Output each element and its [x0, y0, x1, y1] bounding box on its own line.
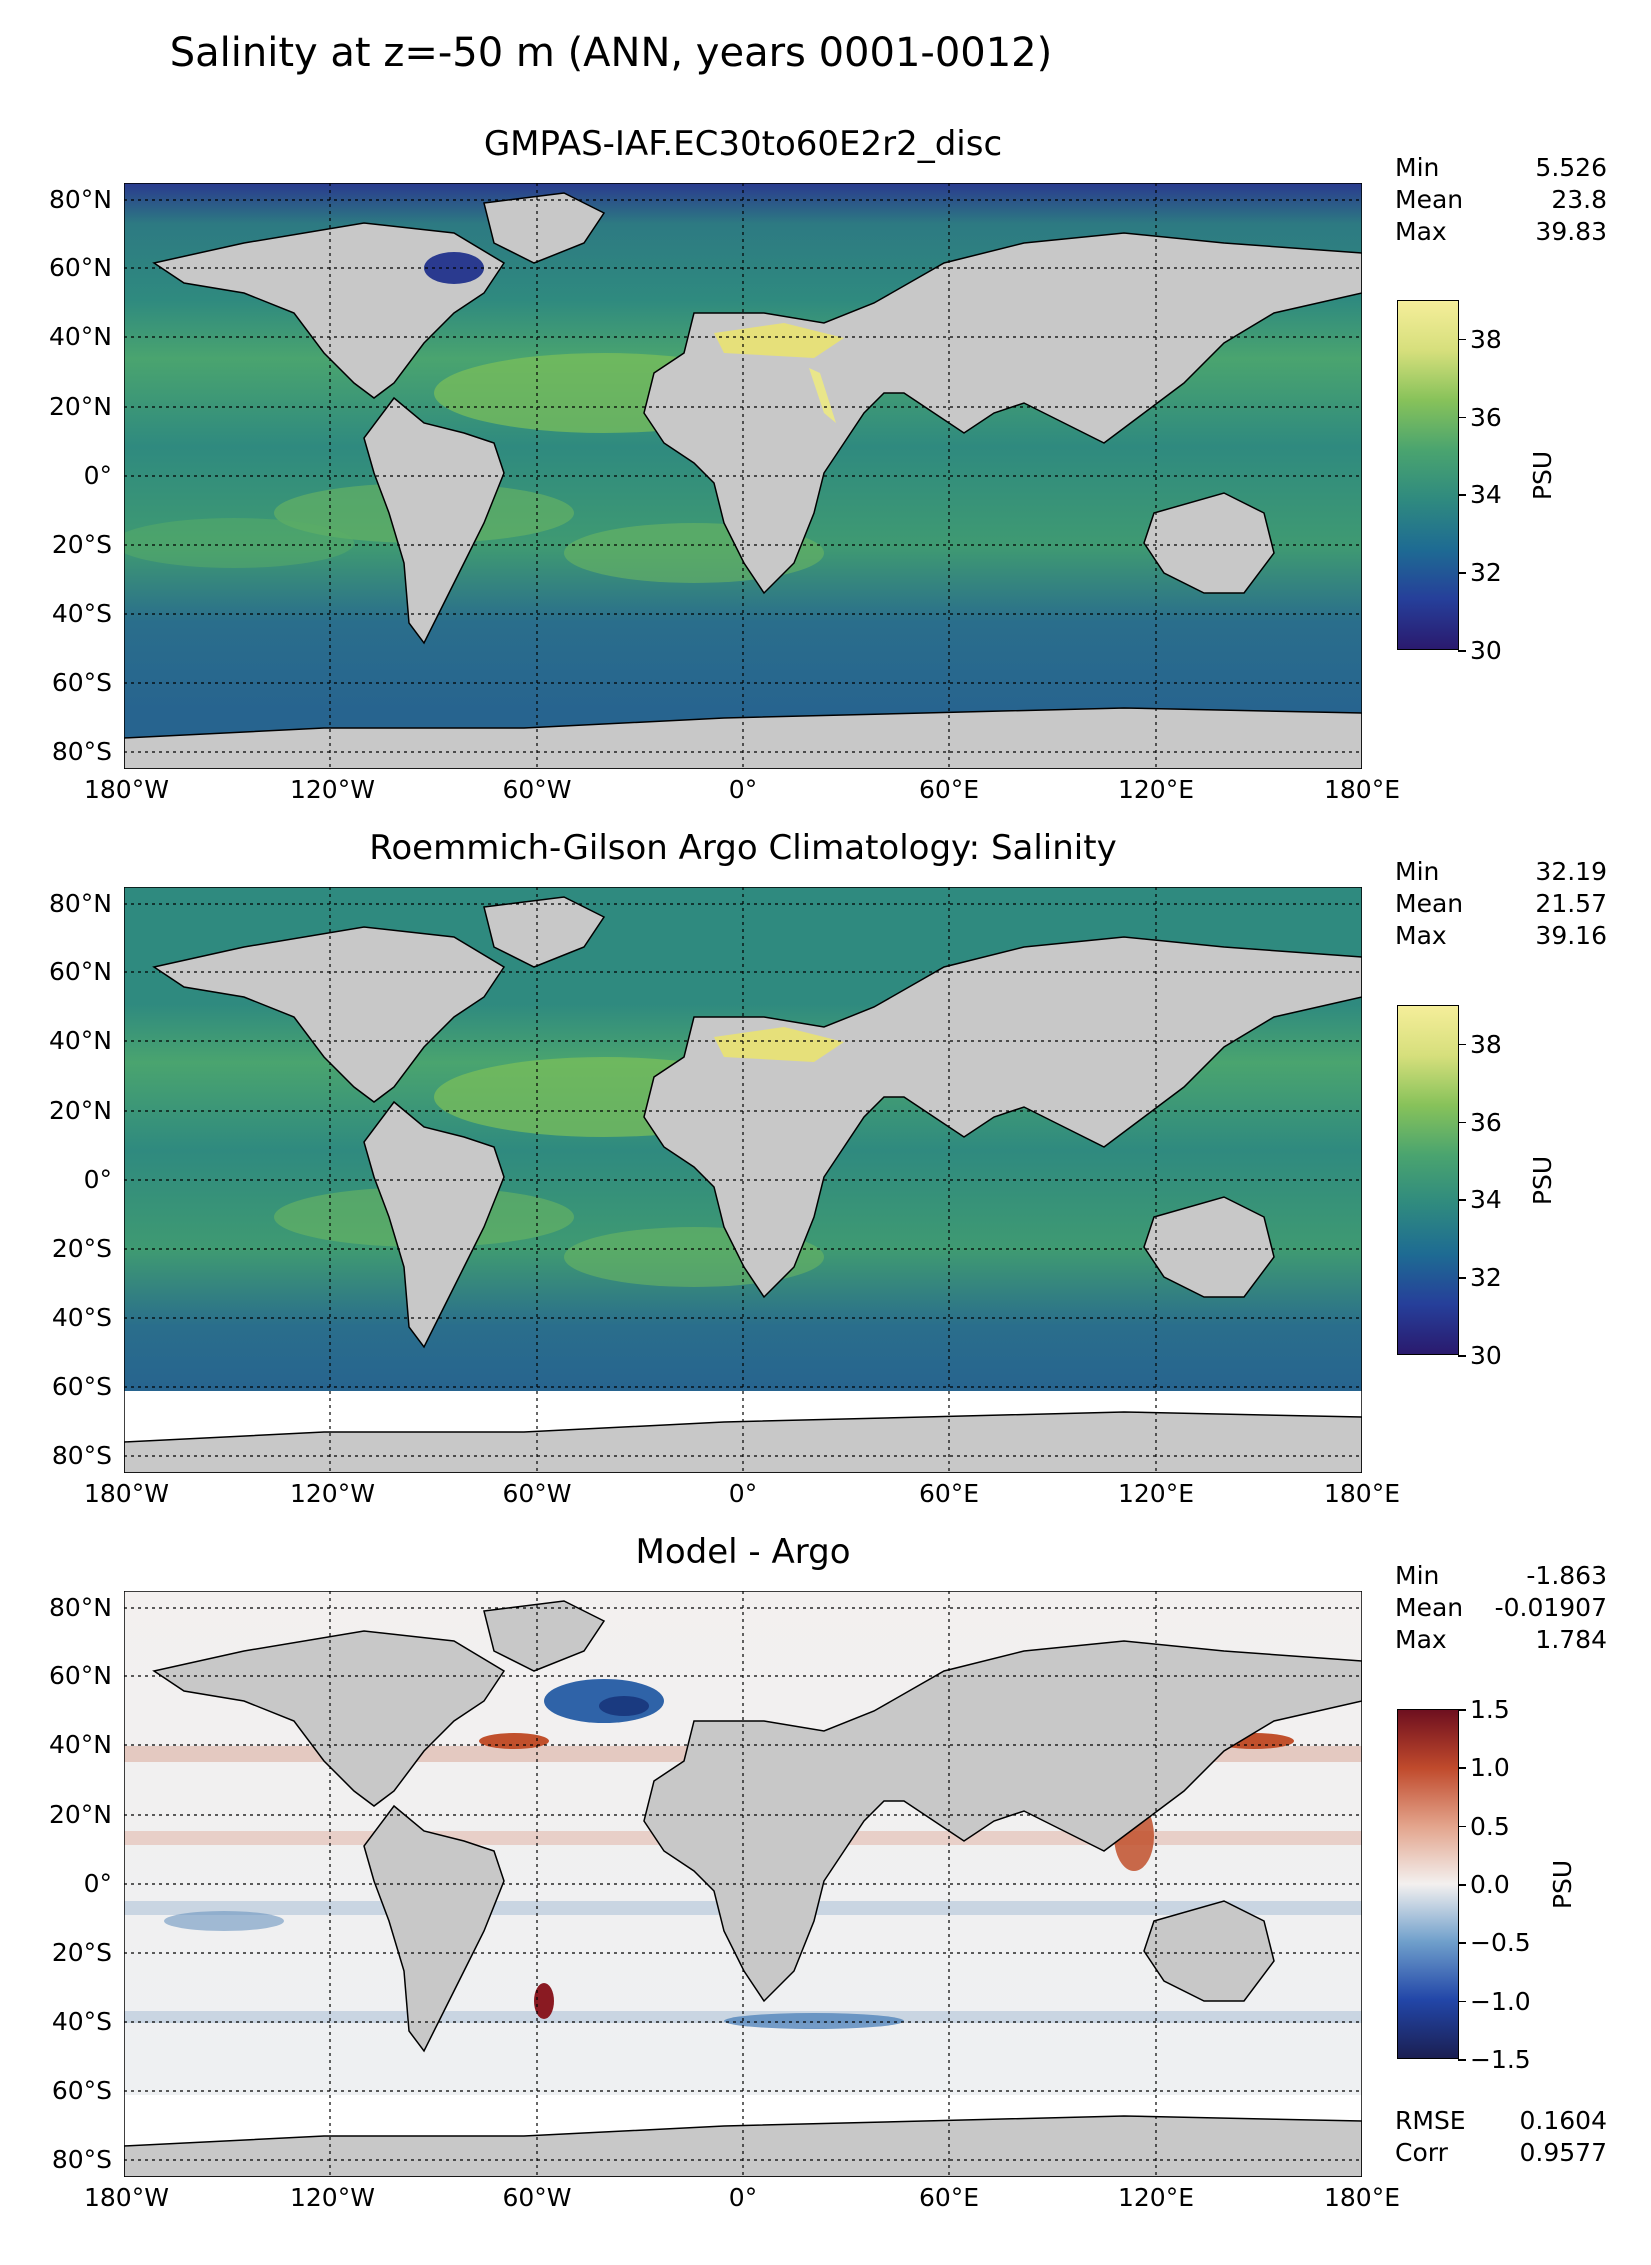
lon-tick-label: 60°E: [918, 2183, 980, 2212]
lon-tick-label: 180°E: [1323, 1479, 1400, 1508]
lat-tick-label: 40°S: [51, 599, 112, 628]
lon-tick-label: 120°E: [1117, 775, 1194, 804]
colorbar-tick: [1458, 2000, 1466, 2003]
lat-tick-label: 80°S: [51, 737, 112, 766]
colorbar-tick-label: −1.5: [1470, 2045, 1531, 2074]
lat-tick-label: 80°N: [48, 185, 112, 214]
colorbar-tick: [1458, 338, 1466, 341]
colorbar-tick: [1458, 1121, 1466, 1124]
lat-tick-label: 20°S: [51, 1938, 112, 1967]
lat-tick-label: 80°N: [48, 889, 112, 918]
colorbar-tick: [1458, 1825, 1466, 1828]
lat-tick-label: 80°S: [51, 1441, 112, 1470]
colorbar-tick: [1458, 2059, 1466, 2061]
lat-tick-label: 20°S: [51, 1234, 112, 1263]
lat-tick-label: 0°: [83, 1165, 112, 1194]
lat-tick-label: 40°N: [48, 322, 112, 351]
colorbar-label: PSU: [1548, 1859, 1578, 1910]
lon-tick-label: 120°E: [1117, 2183, 1194, 2212]
colorbar-tick: [1458, 572, 1466, 574]
lat-tick-label: 60°S: [51, 668, 112, 697]
lon-tick-label: 180°E: [1323, 2183, 1400, 2212]
lat-tick-label: 40°S: [51, 2007, 112, 2036]
lat-tick-label: 40°N: [48, 1730, 112, 1759]
lat-tick-label: 60°S: [51, 1372, 112, 1401]
lat-tick-label: 0°: [83, 1869, 112, 1898]
colorbar-tick-label: 34: [1470, 480, 1502, 510]
lon-tick-label: 0°: [728, 775, 758, 804]
colorbar-tick-label: 30: [1470, 1341, 1502, 1370]
panel-title-diff: Model - Argo: [635, 1532, 851, 1572]
colorbar-tick-label: 32: [1470, 558, 1502, 588]
lon-tick-label: 180°W: [84, 2183, 169, 2212]
lat-tick-label: 40°N: [48, 1026, 112, 1055]
lon-tick-label: 180°W: [84, 775, 169, 804]
panel-title-model: GMPAS-IAF.EC30to60E2r2_disc: [483, 124, 1003, 164]
colorbar-label: PSU: [1528, 1155, 1558, 1206]
colorbar-tick-label: 36: [1470, 1107, 1502, 1137]
stats-diff: Min -1.863 Mean -0.01907 Max 1.784: [1395, 1561, 1607, 1654]
stats-model: Min 5.526 Mean 23.8 Max 39.83: [1395, 153, 1607, 246]
panel-title-obs: Roemmich-Gilson Argo Climatology: Salini…: [369, 828, 1117, 868]
colorbar-tick: [1458, 1277, 1466, 1279]
lat-tick-label: 60°N: [48, 1661, 112, 1690]
lat-tick-label: 20°N: [48, 1096, 112, 1125]
colorbar-tick: [1458, 494, 1466, 496]
colorbar-tick-label: −1.0: [1470, 1986, 1531, 2016]
colorbar-tick-label: 32: [1470, 1263, 1502, 1293]
lon-tick-label: 120°W: [290, 1479, 375, 1508]
lon-tick-label: 60°W: [502, 775, 572, 804]
colorbar-tick-label: 30: [1470, 636, 1502, 665]
colorbar-tick: [1458, 1043, 1466, 1046]
colorbar-tick: [1458, 1767, 1466, 1769]
lon-tick-label: 60°W: [502, 2183, 572, 2212]
colorbar-tick-label: 0.0: [1470, 1870, 1510, 1899]
lon-tick-label: 60°W: [502, 1479, 572, 1508]
lon-tick-label: 0°: [728, 2183, 758, 2212]
lon-tick-label: 0°: [728, 1479, 758, 1508]
colorbar-tick-label: 0.5: [1470, 1811, 1510, 1841]
map-panel-obs: [123, 886, 1363, 1474]
figure-title: Salinity at z=-50 m (ANN, years 0001-001…: [169, 30, 1053, 76]
colorbar-tick: [1458, 650, 1466, 652]
lat-tick-label: 60°N: [48, 253, 112, 282]
lat-tick-label: 0°: [83, 461, 112, 490]
colorbar-diff: −1.5 −1.0 −0.5 0.0 0.5 1.0 1.5 PSU: [1397, 1695, 1577, 2074]
lon-tick-label: 60°E: [918, 775, 980, 804]
colorbar-tick: [1458, 1355, 1466, 1357]
colorbar-tick-label: 38: [1470, 1029, 1502, 1059]
map-panel-diff: [123, 1590, 1363, 2178]
colorbar-tick: [1458, 1199, 1466, 1201]
colorbar-tick: [1458, 1942, 1466, 1944]
colorbar-label: PSU: [1528, 450, 1558, 501]
lat-tick-label: 40°S: [51, 1303, 112, 1332]
lon-tick-label: 60°E: [918, 1479, 980, 1508]
lat-tick-label: 20°N: [48, 1800, 112, 1829]
metrics-diff: RMSE 0.1604 Corr 0.9577: [1395, 2106, 1607, 2167]
colorbar-tick-label: 1.0: [1470, 1753, 1510, 1783]
colorbar-tick: [1458, 416, 1466, 419]
colorbar-tick: [1458, 1884, 1466, 1886]
map-panel-model: [114, 182, 1363, 770]
lon-tick-label: 120°W: [290, 775, 375, 804]
colorbar-tick-label: 36: [1470, 402, 1502, 432]
colorbar-tick-label: 1.5: [1470, 1695, 1510, 1724]
colorbar-model: 30 32 34 36 38 PSU: [1397, 300, 1557, 665]
lat-tick-label: 80°N: [48, 1593, 112, 1622]
colorbar-tick-label: 34: [1470, 1185, 1502, 1215]
colorbar-tick-label: 38: [1470, 324, 1502, 354]
colorbar-tick: [1458, 1709, 1466, 1711]
lat-tick-label: 60°S: [51, 2076, 112, 2105]
colorbar-tick-label: −0.5: [1470, 1928, 1531, 1958]
lat-tick-label: 60°N: [48, 957, 112, 986]
lat-tick-label: 20°S: [51, 530, 112, 559]
lon-tick-label: 120°E: [1117, 1479, 1194, 1508]
lon-tick-label: 180°W: [84, 1479, 169, 1508]
lat-tick-label: 80°S: [51, 2145, 112, 2174]
lon-tick-label: 180°E: [1323, 775, 1400, 804]
stats-obs: Min 32.19 Mean 21.57 Max 39.16: [1395, 857, 1607, 950]
lat-tick-label: 20°N: [48, 392, 112, 421]
lon-tick-label: 120°W: [290, 2183, 375, 2212]
colorbar-obs: 30 32 34 36 38 PSU: [1397, 1005, 1557, 1370]
